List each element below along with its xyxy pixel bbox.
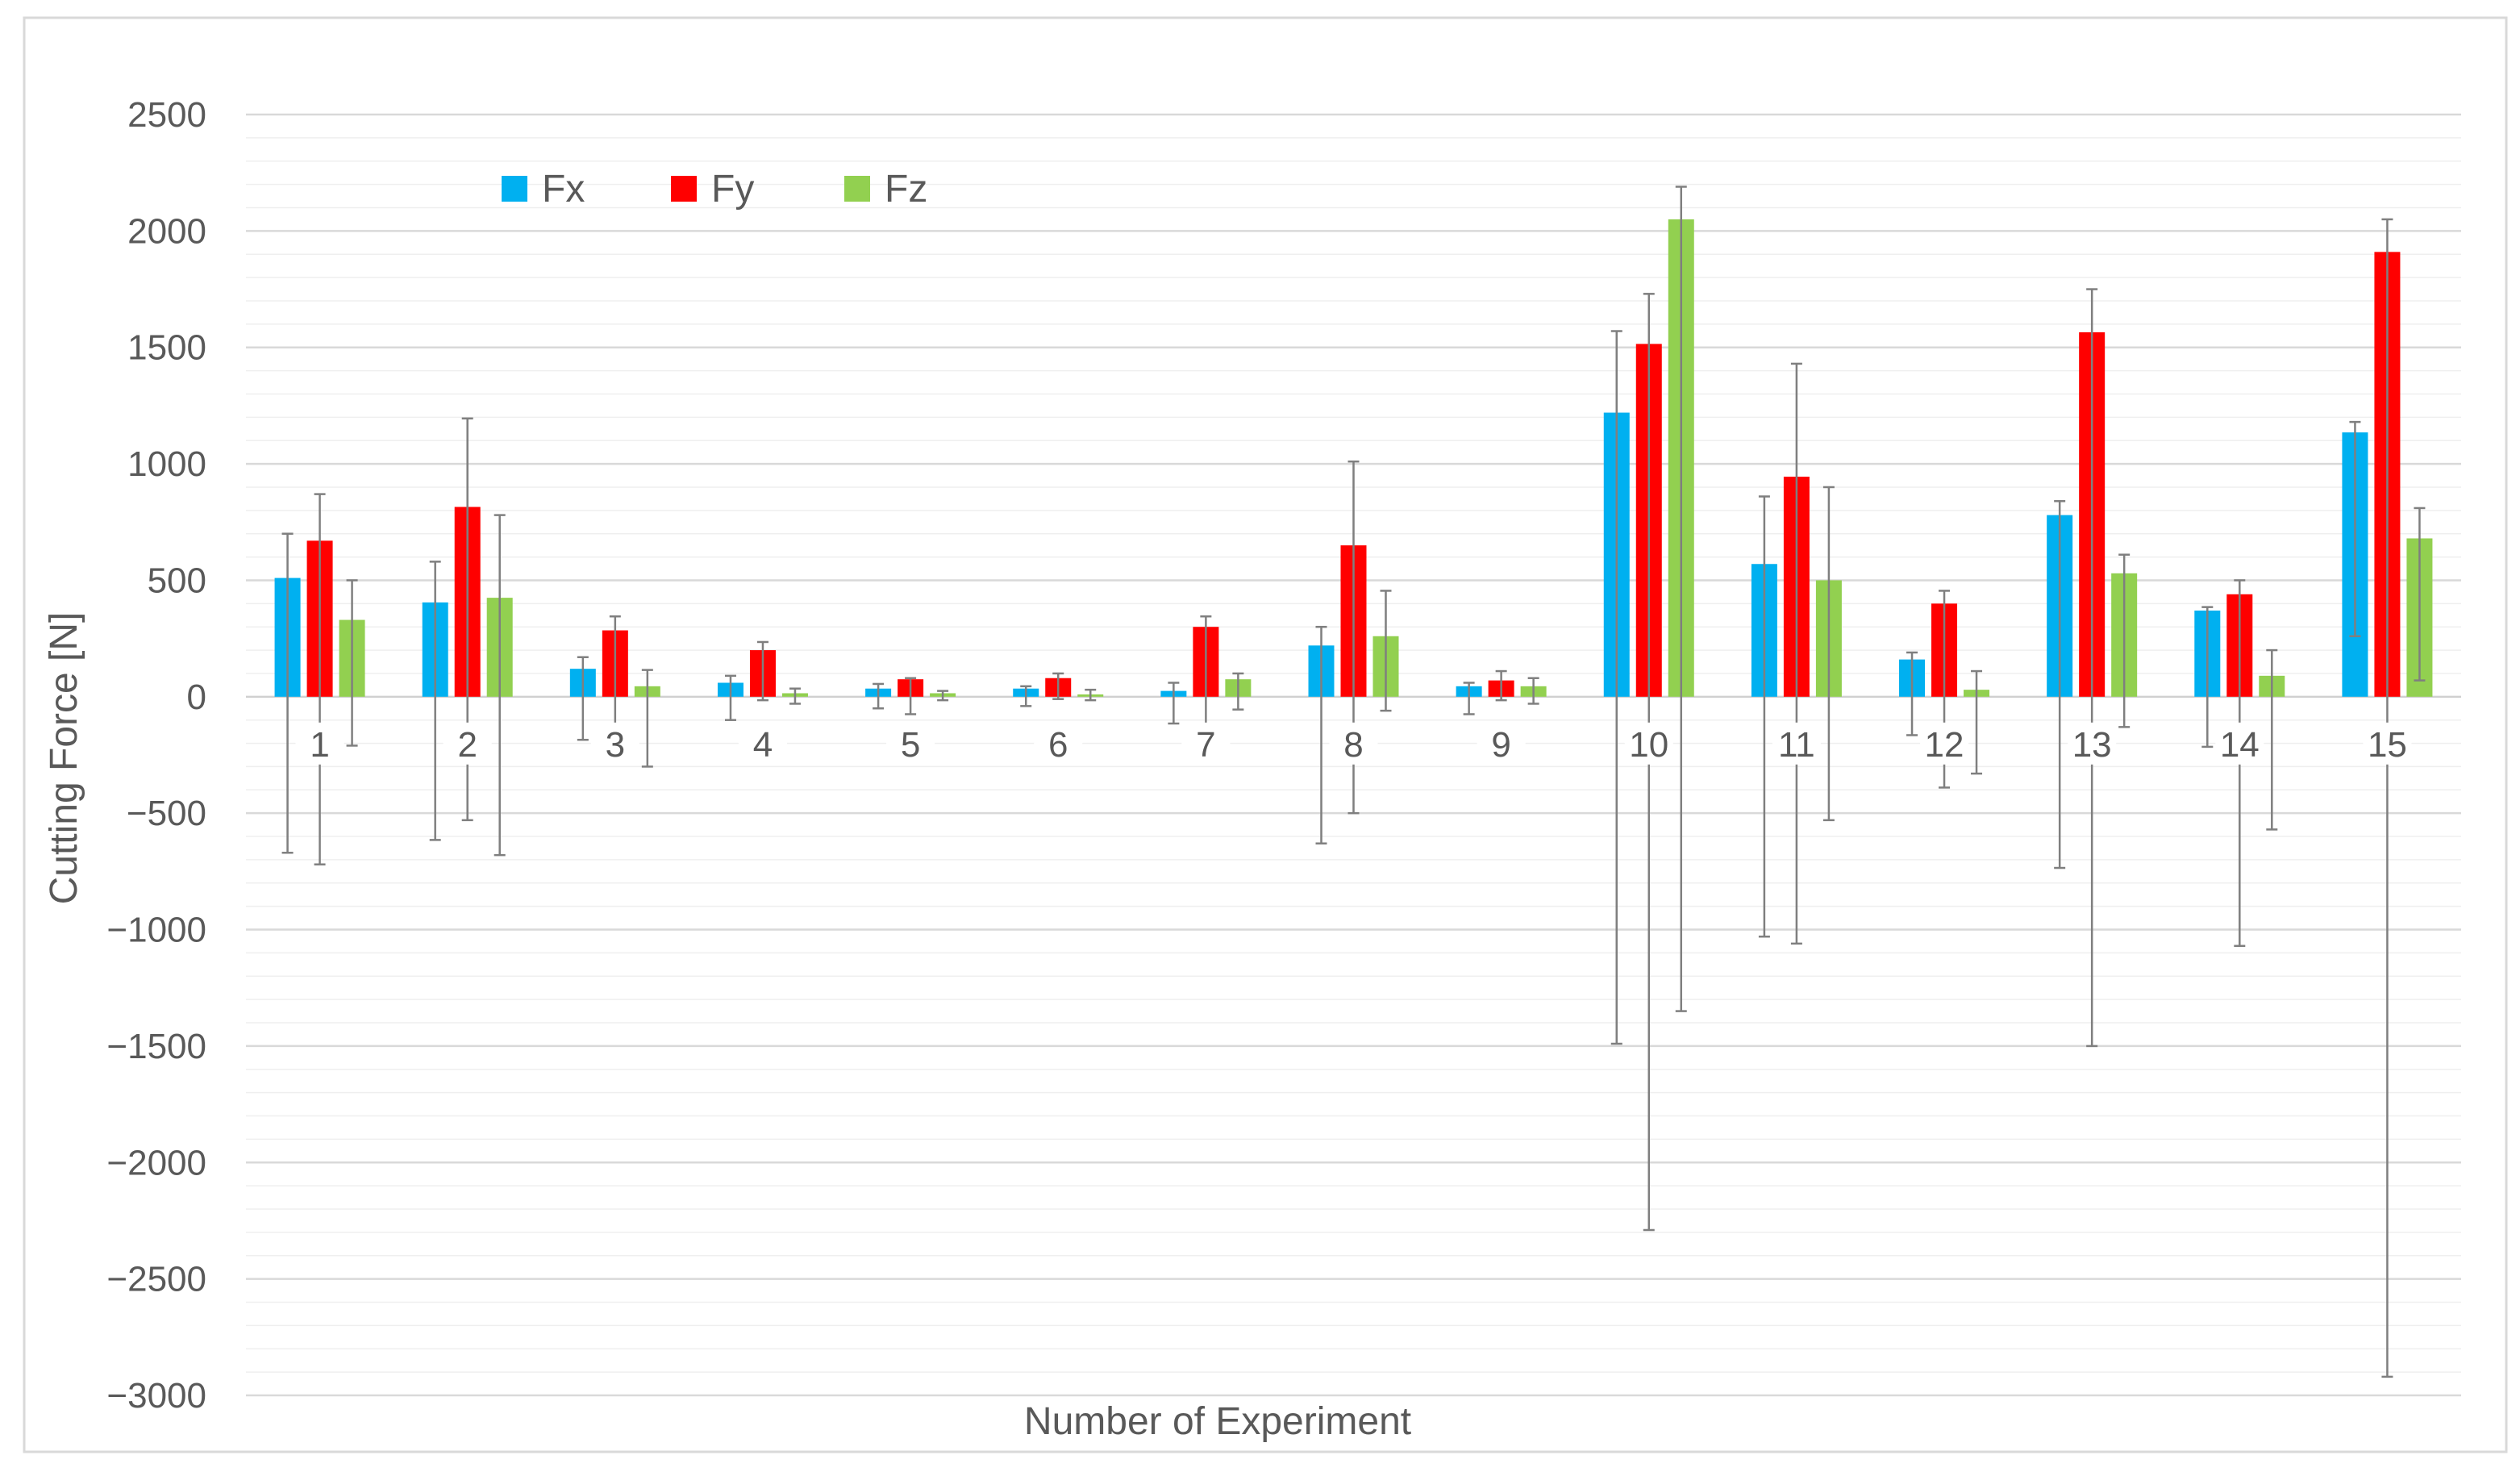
- x-tick-label-backdrop: [1034, 722, 1083, 765]
- x-tick-label: 7: [1196, 725, 1215, 765]
- x-tick-label-backdrop: [2215, 722, 2264, 765]
- y-tick-label: −1500: [106, 1027, 206, 1066]
- x-tick-label: 5: [901, 725, 920, 765]
- x-tick-label: 14: [2220, 725, 2260, 765]
- y-tick-label: 500: [148, 561, 206, 600]
- y-tick-label: −2500: [106, 1260, 206, 1299]
- x-axis-tick-labels: 1 2 3 4 5 6 7 8 9 10 11 12 13 14 15: [295, 722, 2412, 765]
- x-tick-label-backdrop: [295, 722, 344, 765]
- legend-label-fy: Fy: [711, 168, 754, 211]
- y-tick-label: 1000: [127, 444, 206, 484]
- x-tick-label: 9: [1491, 725, 1510, 765]
- y-tick-label: 0: [187, 678, 206, 717]
- y-axis-tick-labels: 2500 2000 1500 1000 500 0 −500 −1000 −1500 −2000 −…: [106, 95, 206, 1416]
- y-tick-label: −2000: [106, 1143, 206, 1182]
- x-tick-label-backdrop: [738, 722, 787, 765]
- y-tick-label: 1500: [127, 328, 206, 368]
- y-tick-label: −3000: [106, 1376, 206, 1416]
- x-tick-label: 11: [1778, 725, 1815, 765]
- error-bars: [281, 186, 2426, 1378]
- x-tick-label-backdrop: [1329, 722, 1378, 765]
- legend-swatch-fx: [502, 176, 527, 202]
- x-tick-label: 10: [1629, 725, 1668, 765]
- x-tick-label-backdrop: [1920, 722, 1969, 765]
- x-tick-label: 8: [1343, 725, 1363, 765]
- x-tick-label: 6: [1048, 725, 1068, 765]
- x-tick-label-backdrop: [1181, 722, 1231, 765]
- x-tick-label-backdrop: [443, 722, 492, 765]
- x-tick-label-backdrop: [1624, 722, 1673, 765]
- x-tick-label-backdrop: [2068, 722, 2117, 765]
- legend-label-fz: Fz: [885, 168, 927, 211]
- chart-frame: [23, 16, 2508, 1453]
- y-tick-label: −1000: [106, 911, 206, 950]
- legend-label-fx: Fx: [542, 168, 585, 211]
- x-tick-label: 12: [1925, 725, 1964, 765]
- legend-swatch-fy: [671, 176, 697, 202]
- x-tick-label: 4: [753, 725, 773, 765]
- x-tick-label: 13: [2072, 725, 2112, 765]
- y-axis-title: Cutting Force [N]: [43, 612, 85, 905]
- x-tick-label: 15: [2368, 725, 2407, 765]
- x-tick-label: 2: [457, 725, 477, 765]
- x-tick-label-backdrop: [2363, 722, 2412, 765]
- y-tick-label: −500: [127, 794, 206, 833]
- x-tick-label-backdrop: [1477, 722, 1526, 765]
- y-tick-label: 2500: [127, 95, 206, 135]
- x-tick-label-backdrop: [590, 722, 639, 765]
- x-tick-label-backdrop: [886, 722, 935, 765]
- y-tick-label: 2000: [127, 211, 206, 251]
- x-axis-title: Number of Experiment: [1024, 1400, 1411, 1443]
- legend: Fx Fy Fz: [502, 168, 927, 211]
- x-tick-label: 3: [606, 725, 625, 765]
- x-tick-label: 1: [310, 725, 329, 765]
- x-tick-label-backdrop: [1772, 722, 1821, 765]
- legend-swatch-fz: [844, 176, 870, 202]
